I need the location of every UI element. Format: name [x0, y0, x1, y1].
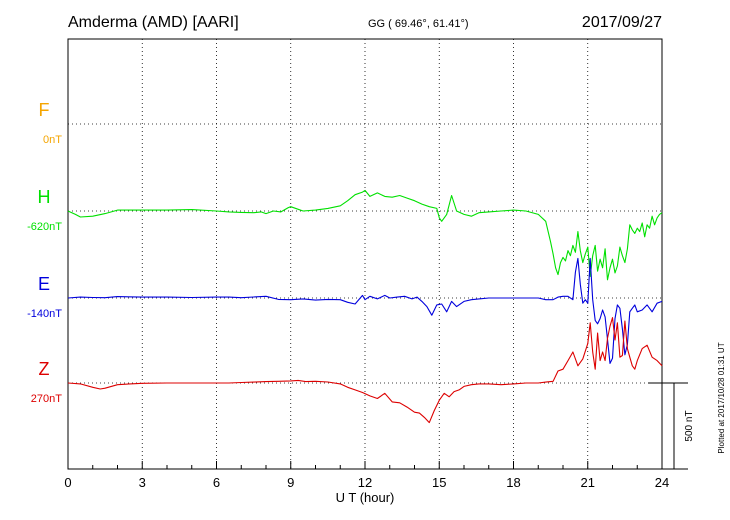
grid — [68, 39, 662, 469]
component-baseline-H: -620nT — [27, 221, 62, 233]
x-ticks — [67, 461, 663, 469]
x-axis-label: U T (hour) — [336, 490, 395, 505]
x-tick-label-24: 24 — [655, 475, 669, 490]
x-tick-label-12: 12 — [358, 475, 372, 490]
component-baseline-Z: 270nT — [31, 393, 62, 405]
x-tick-label-15: 15 — [432, 475, 446, 490]
station-title: Amderma (AMD) [AARI] — [68, 14, 239, 31]
component-letter-E: E — [38, 274, 50, 294]
chart-date: 2017/09/27 — [582, 14, 662, 31]
scale-bar: 500 nT — [648, 382, 695, 470]
x-tick-label-3: 3 — [139, 475, 146, 490]
plotted-note: Plotted at 2017/10/28 01:31 UT — [717, 342, 726, 453]
component-letter-Z: Z — [39, 359, 50, 379]
x-tick-label-6: 6 — [213, 475, 220, 490]
component-baseline-F: 0nT — [43, 134, 62, 146]
component-letter-H: H — [38, 187, 51, 207]
series-E — [67, 257, 663, 364]
x-tick-labels: 0 3 6 9 12 15 18 21 24 — [64, 475, 669, 490]
series-group — [67, 189, 663, 424]
x-tick-label-0: 0 — [64, 475, 71, 490]
scale-bar-label: 500 nT — [684, 410, 695, 441]
station-coordinates: GG ( 69.46°, 61.41°) — [368, 18, 469, 30]
x-tick-label-9: 9 — [287, 475, 294, 490]
component-letter-F: F — [39, 100, 50, 120]
x-tick-label-18: 18 — [506, 475, 520, 490]
component-labels: F 0nT H -620nT E -140nT Z 270nT — [27, 100, 62, 405]
series-Z — [67, 317, 663, 424]
component-baseline-E: -140nT — [27, 308, 62, 320]
series-H — [67, 189, 663, 281]
x-tick-label-21: 21 — [581, 475, 595, 490]
